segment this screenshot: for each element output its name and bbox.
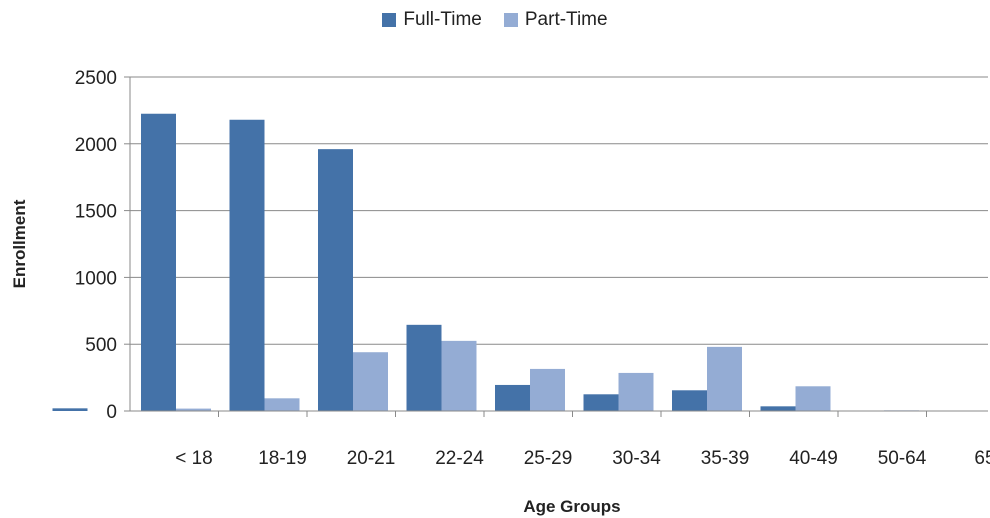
x-tick-label: 22-24 [435, 448, 484, 469]
gridlines [130, 76, 988, 345]
bar-part-time-4 [441, 340, 477, 411]
y-tick-label: 0 [106, 402, 117, 423]
bar-full-time-4 [406, 324, 442, 411]
bar-part-time-2 [264, 398, 300, 411]
legend-item-part-time: Part-Time [503, 9, 608, 31]
y-tick-label: 1500 [75, 202, 117, 223]
bar-part-time-6 [618, 372, 654, 411]
x-tick-label: 30-34 [612, 448, 661, 469]
x-tick-label: < 18 [175, 448, 213, 469]
bar-part-time-3 [353, 352, 388, 411]
bar-part-time-5 [530, 368, 565, 411]
bar-full-time-5 [495, 384, 530, 411]
x-axis-ticks: < 18 18-19 20-21 22-24 25-29 30-34 35-39 40-49 5… [175, 411, 990, 469]
bar-full-time-2 [229, 119, 265, 411]
x-tick-label: 65+ [974, 448, 990, 469]
x-tick-label: 25-29 [524, 448, 573, 469]
bar-full-time-7 [672, 390, 707, 411]
bar-full-time-3 [318, 149, 353, 412]
bars [52, 113, 919, 412]
y-tick-label: 2000 [75, 135, 117, 156]
legend-label-full-time: Full-Time [403, 9, 482, 30]
x-tick-label: 50-64 [878, 448, 927, 469]
bar-full-time-6 [583, 394, 619, 411]
bar-part-time-1 [176, 408, 211, 411]
bar-full-time-8 [760, 406, 796, 411]
y-axis-title: Enrollment [10, 199, 29, 288]
y-axis-ticks: 0 500 1000 1500 2000 2500 [75, 68, 130, 423]
bar-full-time-1 [141, 113, 176, 412]
x-axis-title: Age Groups [523, 497, 620, 516]
y-tick-label: 500 [85, 335, 117, 356]
y-tick-label: 1000 [75, 268, 117, 289]
bar-part-time-8 [795, 386, 831, 411]
x-tick-label: 35-39 [701, 448, 750, 469]
bar-part-time-7 [707, 346, 742, 411]
legend-swatch-full-time [382, 13, 397, 27]
x-tick-label: 20-21 [347, 448, 396, 469]
legend-swatch-part-time [503, 13, 518, 27]
axes [129, 77, 988, 412]
x-tick-label: 18-19 [258, 448, 307, 469]
legend: Full-Time Part-Time [0, 9, 990, 31]
x-tick-label: 40-49 [789, 448, 838, 469]
legend-label-part-time: Part-Time [524, 9, 608, 30]
y-tick-label: 2500 [75, 68, 117, 89]
bar-full-time-0 [52, 408, 88, 411]
legend-item-full-time: Full-Time [382, 9, 482, 31]
